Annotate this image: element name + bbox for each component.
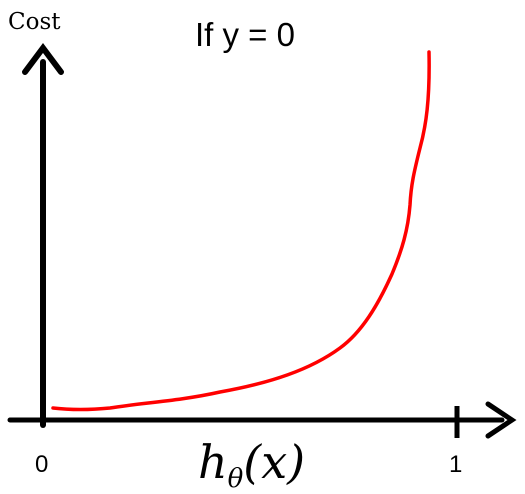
y-axis-arrowhead [22, 43, 64, 75]
x-axis-label-args: (x) [243, 435, 305, 489]
cost-curve [51, 50, 431, 412]
x-axis-label-h: h [198, 435, 228, 489]
x-axis-arrowhead [485, 401, 517, 439]
x-tick-0-label: 0 [35, 451, 48, 478]
title-label: If y = 0 [195, 16, 295, 53]
x-axis-label-theta: θ [228, 464, 244, 494]
y-axis-label: Cost [8, 9, 61, 35]
x-tick-1-label: 1 [449, 451, 462, 478]
x-axis-label: hθ(x) [198, 435, 305, 494]
